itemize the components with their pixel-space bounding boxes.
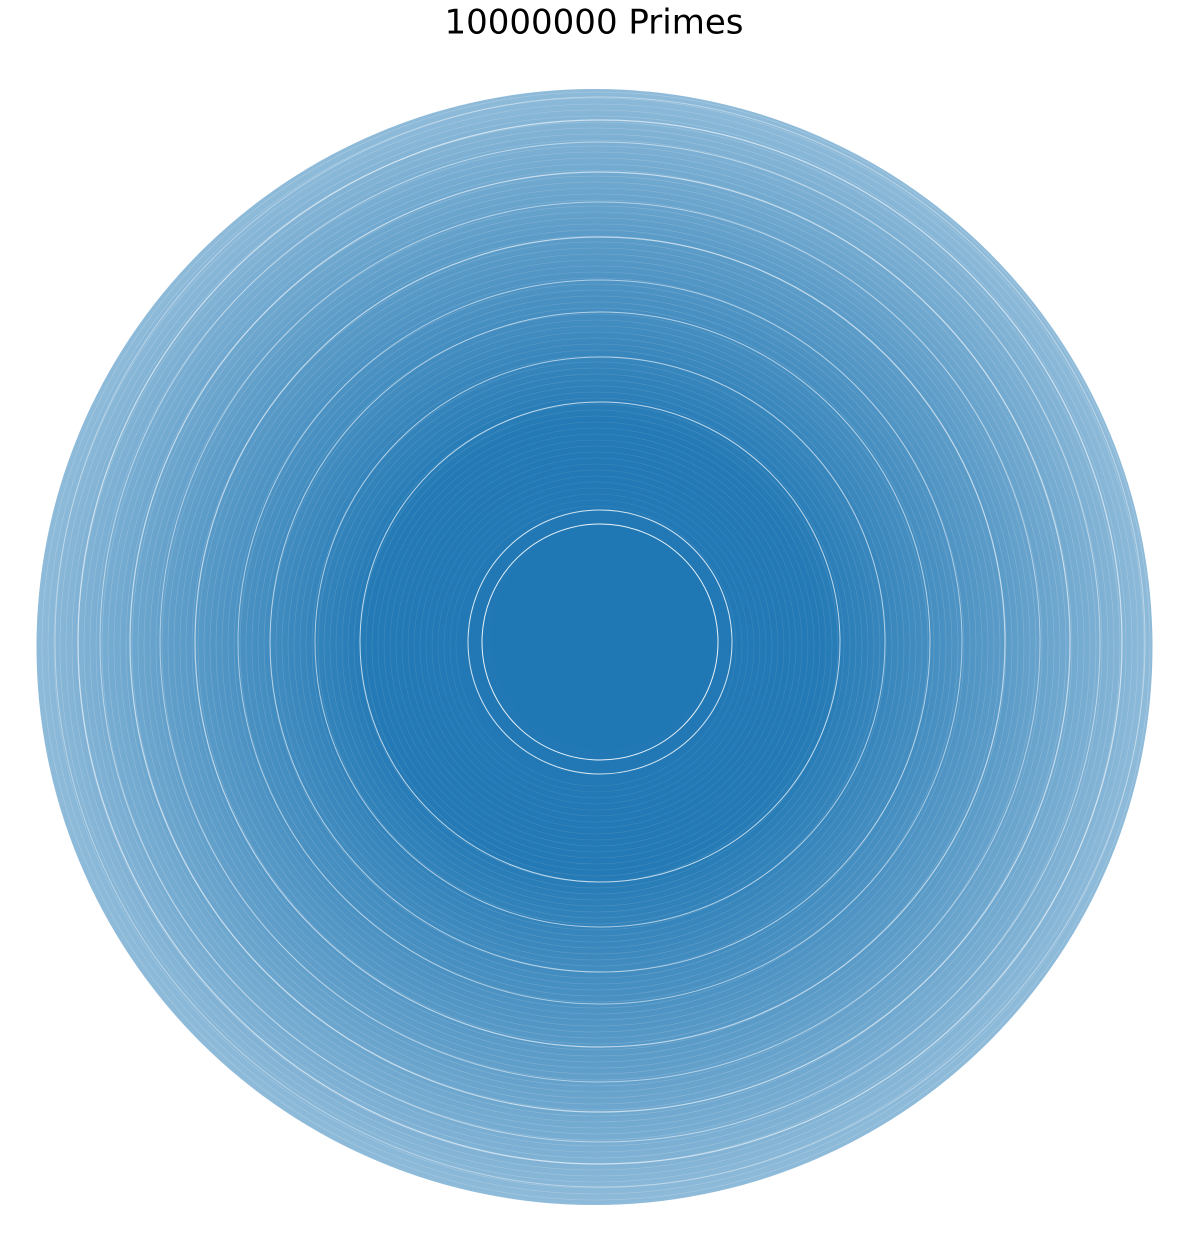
texture-ring bbox=[383, 433, 809, 859]
texture-ring bbox=[53, 103, 1139, 1189]
texture-ring bbox=[101, 151, 1091, 1141]
texture-ring bbox=[341, 391, 851, 901]
texture-ring bbox=[293, 343, 899, 949]
texture-ring bbox=[317, 367, 875, 925]
texture-ring bbox=[233, 283, 959, 1009]
texture-ring bbox=[437, 487, 755, 805]
ring bbox=[314, 356, 886, 928]
texture-ring bbox=[113, 163, 1079, 1129]
texture-ring bbox=[305, 355, 887, 937]
ring bbox=[481, 523, 719, 761]
texture-ring bbox=[395, 445, 797, 847]
texture-ring bbox=[95, 145, 1097, 1147]
texture-ring bbox=[131, 181, 1061, 1111]
texture-ring bbox=[185, 235, 1007, 1057]
ring bbox=[54, 96, 1146, 1188]
ring bbox=[359, 401, 841, 883]
texture-ring bbox=[89, 139, 1103, 1153]
ring bbox=[194, 236, 1006, 1048]
texture-ring bbox=[215, 265, 977, 1027]
texture-ring bbox=[149, 199, 1043, 1093]
texture-ring bbox=[263, 313, 929, 979]
texture-ring bbox=[77, 127, 1115, 1165]
texture-ring bbox=[125, 175, 1067, 1117]
texture-ring bbox=[161, 211, 1031, 1081]
texture-ring bbox=[65, 115, 1127, 1177]
texture-ring bbox=[155, 205, 1037, 1087]
texture-ring bbox=[389, 439, 803, 853]
texture-ring bbox=[239, 289, 953, 1003]
texture-ring bbox=[227, 277, 965, 1015]
texture-ring bbox=[71, 121, 1121, 1171]
texture-ring bbox=[281, 331, 911, 961]
texture-ring bbox=[107, 157, 1085, 1135]
texture-ring bbox=[449, 499, 743, 793]
texture-ring bbox=[47, 97, 1145, 1195]
texture-ring bbox=[413, 463, 779, 829]
chart-title: 10000000 Primes bbox=[445, 3, 744, 43]
texture-ring bbox=[179, 229, 1013, 1063]
texture-ring bbox=[407, 457, 785, 835]
texture-ring bbox=[167, 217, 1025, 1075]
texture-ring bbox=[143, 193, 1049, 1099]
texture-ring bbox=[419, 469, 773, 823]
texture-ring bbox=[299, 349, 893, 943]
texture-ring bbox=[191, 241, 1001, 1051]
texture-ring bbox=[41, 91, 1151, 1201]
texture-ring bbox=[323, 373, 869, 919]
texture-ring bbox=[371, 421, 821, 871]
texture-ring bbox=[173, 223, 1019, 1069]
texture-ring bbox=[359, 409, 833, 883]
texture-ring bbox=[377, 427, 815, 865]
texture-ring bbox=[221, 271, 971, 1021]
texture-ring bbox=[455, 505, 737, 787]
texture-ring bbox=[269, 319, 923, 973]
ring bbox=[467, 509, 733, 775]
texture-ring bbox=[365, 415, 827, 877]
ring bbox=[159, 201, 1041, 1083]
texture-ring bbox=[347, 397, 845, 895]
texture-ring bbox=[245, 295, 947, 997]
ring bbox=[269, 311, 931, 973]
texture-ring bbox=[311, 361, 881, 931]
texture-ring bbox=[287, 337, 905, 955]
ring-pattern bbox=[41, 91, 1151, 1201]
ring bbox=[77, 119, 1123, 1165]
texture-ring bbox=[425, 475, 767, 817]
ring bbox=[129, 171, 1071, 1113]
texture-ring bbox=[431, 481, 761, 811]
texture-ring bbox=[329, 379, 863, 913]
texture-ring bbox=[119, 169, 1073, 1123]
texture-ring bbox=[257, 307, 935, 985]
texture-ring bbox=[335, 385, 857, 907]
texture-ring bbox=[137, 187, 1055, 1105]
texture-ring bbox=[209, 259, 983, 1033]
texture-ring bbox=[203, 253, 989, 1039]
texture-ring bbox=[197, 247, 995, 1045]
texture-ring bbox=[251, 301, 941, 991]
ring bbox=[237, 279, 963, 1005]
texture-ring bbox=[401, 451, 791, 841]
dense-core bbox=[491, 526, 715, 750]
texture-ring bbox=[353, 403, 839, 889]
ring bbox=[99, 141, 1101, 1143]
texture-ring bbox=[443, 493, 749, 799]
texture-ring bbox=[83, 133, 1109, 1159]
texture-ring bbox=[59, 109, 1133, 1183]
texture-ring bbox=[275, 325, 917, 967]
